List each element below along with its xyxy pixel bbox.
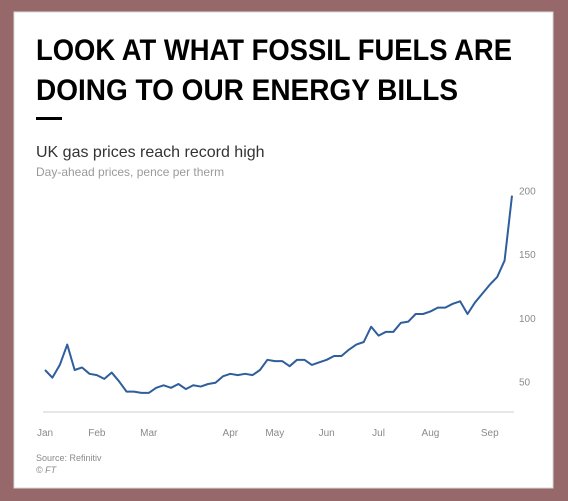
- y-tick-label: 50: [519, 377, 531, 388]
- y-tick-label: 150: [519, 250, 536, 261]
- y-tick-label: 100: [519, 314, 536, 325]
- title-line: DOING TO OUR ENERGY BILLS: [36, 74, 458, 107]
- title-rule: [36, 117, 62, 120]
- x-tick-label: May: [265, 428, 284, 439]
- x-tick-label: Jun: [319, 428, 335, 439]
- panel: [13, 11, 554, 489]
- price-line: [44, 195, 513, 394]
- x-tick-label: Feb: [88, 428, 106, 439]
- y-tick-label: 200: [519, 187, 536, 198]
- x-tick-label: Jul: [372, 428, 385, 439]
- subtitle: UK gas prices reach record high: [36, 144, 265, 161]
- x-tick-label: Apr: [223, 428, 239, 439]
- x-tick-label: Sep: [481, 428, 499, 439]
- x-tick-label: Jan: [37, 428, 53, 439]
- source: Source: Refinitiv: [36, 453, 102, 463]
- y-axis-label: Day-ahead prices, pence per therm: [36, 165, 224, 179]
- x-tick-label: Aug: [422, 428, 440, 439]
- x-tick-label: Mar: [140, 428, 158, 439]
- credit: © FT: [36, 465, 58, 475]
- title-line: LOOK AT WHAT FOSSIL FUELS ARE: [36, 34, 512, 67]
